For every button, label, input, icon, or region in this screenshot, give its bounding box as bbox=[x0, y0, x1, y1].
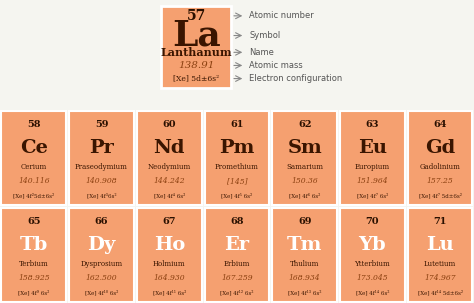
FancyBboxPatch shape bbox=[1, 208, 66, 301]
Text: 58: 58 bbox=[27, 120, 41, 128]
Text: Dysprosium: Dysprosium bbox=[81, 260, 123, 268]
Text: Samarium: Samarium bbox=[286, 163, 323, 171]
Text: [Xe] 4f¹² 6s²: [Xe] 4f¹² 6s² bbox=[220, 290, 254, 296]
Text: 69: 69 bbox=[298, 217, 311, 225]
Text: [Xe] 4f⁷ 6s²: [Xe] 4f⁷ 6s² bbox=[357, 193, 388, 199]
Text: Electron configuration: Electron configuration bbox=[249, 74, 342, 83]
Text: 150.36: 150.36 bbox=[292, 177, 318, 185]
Text: Ce: Ce bbox=[20, 139, 48, 157]
Text: 157.25: 157.25 bbox=[427, 177, 454, 185]
Text: Eu: Eu bbox=[358, 139, 387, 157]
Text: [Xe] 4f²5d±6s²: [Xe] 4f²5d±6s² bbox=[13, 193, 55, 199]
Text: [Xe] 4f¹⁰ 6s²: [Xe] 4f¹⁰ 6s² bbox=[85, 290, 118, 296]
Text: Atomic mass: Atomic mass bbox=[249, 61, 303, 70]
FancyBboxPatch shape bbox=[69, 208, 134, 301]
Text: [Xe] 4f⁷ 5d±6s²: [Xe] 4f⁷ 5d±6s² bbox=[419, 193, 462, 199]
FancyBboxPatch shape bbox=[340, 208, 405, 301]
FancyBboxPatch shape bbox=[408, 111, 473, 205]
Text: [Xe] 4f¹⁴ 6s²: [Xe] 4f¹⁴ 6s² bbox=[356, 290, 389, 296]
Text: 67: 67 bbox=[163, 217, 176, 225]
Text: Ho: Ho bbox=[154, 236, 185, 254]
Text: Er: Er bbox=[224, 236, 250, 254]
Text: 57: 57 bbox=[187, 9, 206, 23]
Text: 158.925: 158.925 bbox=[18, 274, 50, 282]
Text: Pr: Pr bbox=[89, 139, 114, 157]
Text: [145]: [145] bbox=[227, 177, 247, 185]
Text: 68: 68 bbox=[230, 217, 244, 225]
Text: Terbium: Terbium bbox=[19, 260, 49, 268]
Text: 151.964: 151.964 bbox=[356, 177, 388, 185]
Text: Name: Name bbox=[249, 48, 274, 57]
Text: 65: 65 bbox=[27, 217, 41, 225]
FancyBboxPatch shape bbox=[340, 111, 405, 205]
Text: La: La bbox=[172, 18, 220, 52]
FancyBboxPatch shape bbox=[1, 111, 66, 205]
Text: 167.259: 167.259 bbox=[221, 274, 253, 282]
Text: 140.908: 140.908 bbox=[86, 177, 118, 185]
Text: Tm: Tm bbox=[287, 236, 322, 254]
Text: 140.116: 140.116 bbox=[18, 177, 50, 185]
Text: Promethium: Promethium bbox=[215, 163, 259, 171]
Text: 164.930: 164.930 bbox=[154, 274, 185, 282]
FancyBboxPatch shape bbox=[69, 111, 134, 205]
Text: 62: 62 bbox=[298, 120, 311, 128]
Text: 138.91: 138.91 bbox=[178, 61, 214, 70]
Text: 60: 60 bbox=[163, 120, 176, 128]
FancyBboxPatch shape bbox=[408, 208, 473, 301]
Text: 174.967: 174.967 bbox=[424, 274, 456, 282]
FancyBboxPatch shape bbox=[137, 111, 201, 205]
Text: Lanthanum: Lanthanum bbox=[160, 47, 232, 58]
Text: Lutetium: Lutetium bbox=[424, 260, 456, 268]
Text: Sm: Sm bbox=[287, 139, 322, 157]
Text: 66: 66 bbox=[95, 217, 109, 225]
Text: Cerium: Cerium bbox=[21, 163, 47, 171]
FancyBboxPatch shape bbox=[273, 111, 337, 205]
Text: Lu: Lu bbox=[426, 236, 454, 254]
Text: Ytterbium: Ytterbium bbox=[355, 260, 390, 268]
FancyBboxPatch shape bbox=[273, 208, 337, 301]
Text: Gadolinium: Gadolinium bbox=[419, 163, 461, 171]
Text: Holmium: Holmium bbox=[153, 260, 186, 268]
Text: 70: 70 bbox=[365, 217, 379, 225]
Text: [Xe] 4f⁶ 6s²: [Xe] 4f⁶ 6s² bbox=[289, 193, 320, 199]
FancyBboxPatch shape bbox=[205, 208, 269, 301]
Text: 61: 61 bbox=[230, 120, 244, 128]
Text: 144.242: 144.242 bbox=[154, 177, 185, 185]
Text: Nd: Nd bbox=[154, 139, 185, 157]
Text: [Xe] 4f⁵ 6s²: [Xe] 4f⁵ 6s² bbox=[221, 193, 253, 199]
Text: 64: 64 bbox=[433, 120, 447, 128]
Text: Symbol: Symbol bbox=[249, 31, 281, 40]
Text: Dy: Dy bbox=[87, 236, 116, 254]
Text: [Xe] 4f³6s²: [Xe] 4f³6s² bbox=[87, 193, 117, 199]
Text: Yb: Yb bbox=[359, 236, 386, 254]
FancyBboxPatch shape bbox=[161, 6, 231, 88]
Text: 71: 71 bbox=[433, 217, 447, 225]
Text: Neodymium: Neodymium bbox=[148, 163, 191, 171]
Text: 173.045: 173.045 bbox=[356, 274, 388, 282]
Text: Pm: Pm bbox=[219, 139, 255, 157]
Text: Tb: Tb bbox=[20, 236, 48, 254]
Text: [Xe] 4f⁹ 6s²: [Xe] 4f⁹ 6s² bbox=[18, 290, 50, 296]
Text: [Xe] 4f¹¹ 6s²: [Xe] 4f¹¹ 6s² bbox=[153, 290, 186, 296]
Text: 162.500: 162.500 bbox=[86, 274, 118, 282]
Text: [Xe] 4f⁴ 6s²: [Xe] 4f⁴ 6s² bbox=[154, 193, 185, 199]
Text: Atomic number: Atomic number bbox=[249, 11, 314, 20]
Text: 168.934: 168.934 bbox=[289, 274, 320, 282]
Text: Thulium: Thulium bbox=[290, 260, 319, 268]
FancyBboxPatch shape bbox=[137, 208, 201, 301]
Text: Praseodymium: Praseodymium bbox=[75, 163, 128, 171]
Text: Erbium: Erbium bbox=[224, 260, 250, 268]
Text: Gd: Gd bbox=[425, 139, 455, 157]
Text: [Xe] 4f¹³ 6s²: [Xe] 4f¹³ 6s² bbox=[288, 290, 321, 296]
FancyBboxPatch shape bbox=[205, 111, 269, 205]
Text: 63: 63 bbox=[365, 120, 379, 128]
Text: 59: 59 bbox=[95, 120, 109, 128]
Text: [Xe] 5d±6s²: [Xe] 5d±6s² bbox=[173, 75, 219, 83]
Text: [Xe] 4f¹⁴ 5d±6s²: [Xe] 4f¹⁴ 5d±6s² bbox=[418, 290, 463, 296]
Text: Europium: Europium bbox=[355, 163, 390, 171]
